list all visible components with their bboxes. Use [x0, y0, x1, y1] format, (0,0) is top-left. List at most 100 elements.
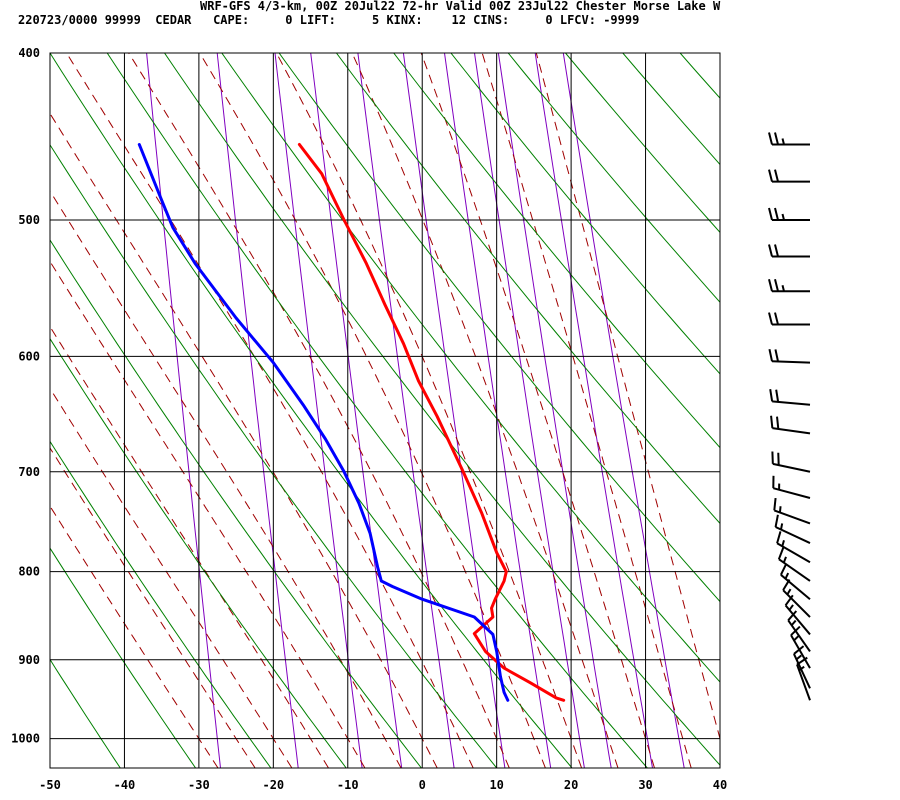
wind-barb: [784, 594, 811, 636]
wind-barb-feather: [774, 514, 779, 528]
wind-barb: [796, 656, 811, 701]
wind-barb-half-feather: [793, 635, 800, 642]
dewpoint-profile: [137, 143, 510, 702]
plot-frame: [49, 52, 721, 769]
moist-adiabat-line: [50, 112, 438, 768]
wind-barb-feather: [787, 610, 798, 621]
dry-adiabat-line: [393, 53, 720, 449]
wind-barb-staff: [796, 664, 811, 701]
temperature-axis: -50 -40 -30 -20 -10 0 10 20 30 40: [39, 778, 727, 792]
moist-adiabats: [50, 53, 720, 768]
temperature-profile: [297, 143, 566, 702]
wind-barb-half-feather: [786, 588, 792, 595]
dry-adiabat-line: [565, 53, 720, 234]
wind-barb-feather: [790, 625, 801, 636]
wind-barb: [776, 531, 811, 564]
wind-barb: [787, 610, 811, 653]
dry-adiabat-line: [795, 53, 900, 768]
wind-barb-feather: [768, 207, 773, 221]
wind-barb: [768, 244, 810, 258]
wind-barb-feather: [770, 415, 774, 429]
temperature-tick-label: 30: [638, 778, 652, 792]
wind-barb-feather: [768, 348, 774, 362]
wind-barb-feather: [774, 312, 779, 325]
pressure-tick-label: 600: [18, 349, 40, 363]
mixing-ratio-line: [216, 53, 299, 768]
wind-barb-feather: [777, 547, 785, 560]
mixing-ratio-line: [146, 53, 221, 768]
wind-barb-feather: [768, 169, 773, 182]
wind-barb: [768, 279, 810, 293]
moist-adiabat-line: [50, 325, 329, 768]
temperature-tick-label: 0: [419, 778, 426, 792]
moist-adiabat-line: [481, 53, 692, 768]
wind-barb: [774, 514, 811, 544]
dry-adiabat-line: [50, 658, 121, 768]
moist-adiabat-line: [128, 53, 510, 768]
wind-barb: [790, 625, 811, 669]
wind-barb: [768, 312, 810, 326]
wind-barb-half-feather: [780, 523, 784, 530]
mixing-ratio-line: [474, 53, 585, 768]
wind-barb-staff: [776, 542, 811, 564]
pressure-tick-label: 900: [18, 653, 40, 667]
dry-adiabat-line: [278, 53, 720, 603]
wind-barbs: [768, 132, 811, 701]
sounding-profiles: [137, 143, 566, 702]
dry-adiabat-line: [507, 53, 720, 303]
pressure-tick-label: 400: [18, 46, 40, 60]
wind-barb-feather: [774, 244, 779, 257]
pressure-tick-label: 1000: [11, 732, 40, 746]
wind-barb-half-feather: [782, 556, 787, 563]
dry-adiabat-line: [50, 547, 197, 768]
wind-barb-half-feather: [788, 604, 794, 611]
wind-barb: [779, 563, 811, 600]
wind-barb-staff: [787, 619, 811, 653]
dry-adiabat-line: [50, 337, 347, 768]
mixing-ratio-lines: [146, 53, 685, 768]
dry-adiabat-line: [622, 53, 720, 166]
moist-adiabat-line: [50, 446, 256, 768]
dry-adiabat-line: [450, 53, 720, 375]
dry-adiabats: [50, 53, 900, 768]
wind-barb-half-feather: [784, 572, 790, 580]
pressure-tick-label: 700: [18, 465, 40, 479]
wind-barb: [768, 132, 810, 146]
wind-barb-feather: [769, 389, 774, 402]
moist-adiabat-line: [50, 260, 366, 768]
mixing-ratio-line: [357, 53, 455, 768]
wind-barb-staff: [775, 526, 811, 544]
wind-barb-feather: [768, 279, 773, 292]
wind-barb: [769, 389, 811, 406]
moist-adiabat-line: [199, 53, 546, 768]
wind-barb-staff: [772, 462, 811, 473]
pressure-axis: 400 500 600 700 800 900 1000: [11, 46, 40, 746]
wind-barb-staff: [784, 604, 811, 636]
wind-barb-feather: [784, 594, 794, 606]
temperature-tick-label: -50: [39, 778, 61, 792]
wind-barb-feather: [796, 656, 808, 666]
dry-adiabat-line: [335, 53, 720, 525]
wind-barb-staff: [772, 427, 811, 435]
wind-barb: [768, 348, 811, 364]
wind-barb: [771, 451, 811, 473]
stability-indices: 220723/0000 99999 CEDAR CAPE: 0 LIFT: 5 …: [18, 13, 640, 27]
wind-barb-staff: [772, 400, 811, 406]
moist-adiabat-line: [275, 53, 583, 768]
dry-adiabat-line: [164, 53, 720, 766]
mixing-ratio-line: [310, 53, 403, 768]
dry-adiabat-line: [50, 143, 498, 768]
wind-barb-half-feather: [781, 213, 785, 221]
chart-header: WRF-GFS 4/3-km, 00Z 20Jul22 72-hr Valid …: [0, 0, 900, 34]
dry-adiabat-line: [679, 53, 720, 99]
wind-barb: [777, 547, 811, 582]
wind-barb-feather: [774, 169, 779, 182]
wind-barb-half-feather: [781, 285, 785, 292]
temperature-tick-label: -30: [188, 778, 210, 792]
wind-barb-staff: [793, 653, 811, 689]
moist-adiabat-line: [50, 505, 219, 768]
wind-barb-half-feather: [781, 540, 785, 547]
dry-adiabat-line: [50, 239, 422, 768]
temperature-tick-label: -10: [337, 778, 359, 792]
